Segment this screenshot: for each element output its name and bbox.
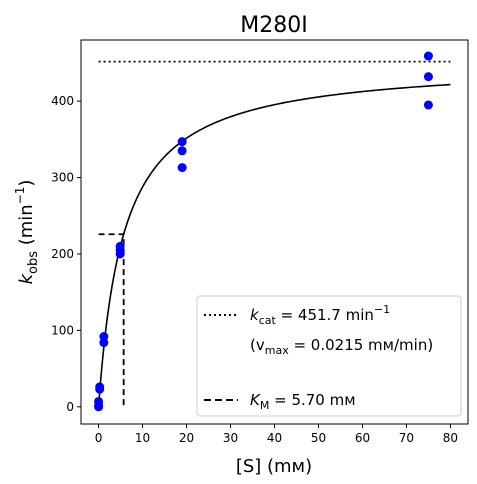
x-tick-label: 60	[355, 431, 370, 445]
plot-area: 0 10 20 30 40 50 60 70 80 0 100 200 300 400	[51, 39, 469, 445]
fit-curve	[97, 83, 451, 407]
legend-vmax-label: (vmax = 0.0215 mм/min)	[250, 336, 433, 357]
x-tick-label: 80	[443, 431, 458, 445]
legend-kcat-label: kcat = 451.7 min−1	[250, 303, 390, 327]
y-tick-label: 100	[51, 323, 74, 337]
y-axis-label: kobs (min−1)	[13, 180, 41, 285]
data-point	[94, 396, 104, 406]
data-point	[177, 137, 187, 147]
legend-frame	[196, 295, 462, 417]
x-tick-label: 0	[95, 431, 103, 445]
data-point	[95, 382, 105, 392]
data-point	[177, 163, 187, 173]
legend: kcat = 451.7 min−1 (vmax = 0.0215 mм/min…	[196, 295, 462, 417]
x-axis-label: [S] (mм)	[236, 456, 312, 477]
x-tick-label: 10	[135, 431, 150, 445]
data-point	[423, 72, 433, 82]
x-tick-label: 50	[311, 431, 326, 445]
legend-km-label: KM = 5.70 mм	[250, 391, 356, 412]
data-point	[99, 332, 109, 342]
chart-title: M280I	[240, 13, 307, 38]
km-line	[98, 233, 125, 407]
x-tick-label: 70	[399, 431, 414, 445]
chart-marks	[94, 51, 451, 412]
data-point	[115, 241, 125, 251]
y-tick-label: 300	[51, 171, 74, 185]
data-point	[423, 51, 433, 61]
y-tick-label: 400	[51, 94, 74, 108]
data-point	[423, 100, 433, 110]
y-tick-label: 0	[66, 400, 74, 414]
x-tick-label: 40	[267, 431, 282, 445]
y-tick-label: 200	[51, 247, 74, 261]
x-tick-label: 30	[223, 431, 238, 445]
x-tick-label: 20	[179, 431, 194, 445]
data-point	[177, 146, 187, 156]
axis-ticks: 0 10 20 30 40 50 60 70 80 0 100 200 300 400	[51, 94, 458, 445]
